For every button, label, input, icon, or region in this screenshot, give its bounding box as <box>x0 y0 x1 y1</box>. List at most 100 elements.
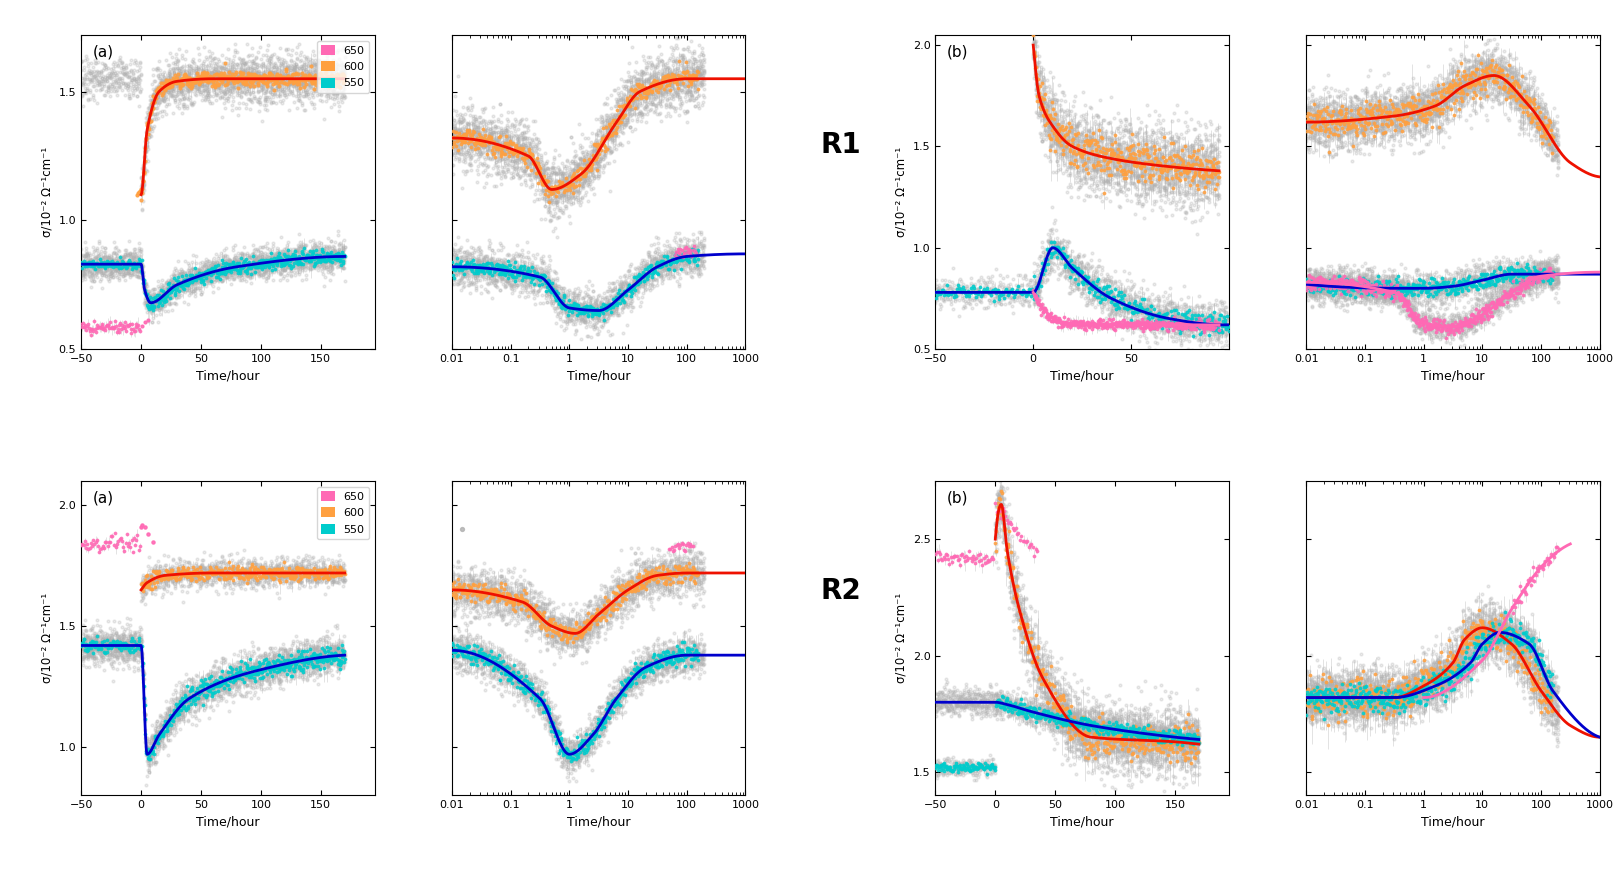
Point <box>594 297 620 311</box>
Point <box>1045 246 1071 260</box>
Point <box>1479 272 1505 286</box>
Point <box>622 83 648 97</box>
Point <box>980 763 1006 777</box>
Point <box>1483 263 1509 277</box>
Point <box>529 162 555 176</box>
Point <box>110 62 136 76</box>
Point <box>469 259 495 273</box>
Point <box>1480 299 1506 313</box>
Point <box>626 666 652 680</box>
Point <box>304 666 329 680</box>
Point <box>984 288 1010 302</box>
Point <box>610 109 636 123</box>
Point <box>1404 112 1430 126</box>
Point <box>1394 690 1420 704</box>
Point <box>502 576 527 590</box>
Point <box>1469 280 1495 294</box>
Point <box>651 252 677 266</box>
Point <box>1479 614 1505 628</box>
Point <box>984 487 1010 501</box>
Point <box>519 686 545 700</box>
Point <box>1071 716 1097 730</box>
Point <box>196 254 222 268</box>
Point <box>140 564 166 578</box>
Point <box>1498 631 1524 645</box>
Point <box>1083 170 1109 184</box>
Point <box>1378 296 1404 310</box>
Point <box>1516 266 1542 280</box>
Point <box>1496 619 1522 633</box>
Point <box>1407 681 1433 695</box>
Point <box>1505 262 1530 276</box>
Point <box>1199 316 1225 330</box>
Point <box>1480 616 1506 630</box>
Point <box>179 717 204 731</box>
Point <box>664 653 690 667</box>
Point <box>122 639 148 653</box>
Point <box>591 601 617 615</box>
Point <box>664 61 690 75</box>
Point <box>1087 729 1113 743</box>
Point <box>1493 57 1519 71</box>
Point <box>172 558 198 572</box>
Point <box>1151 308 1177 322</box>
Point <box>552 622 578 636</box>
Point <box>1139 152 1165 166</box>
Point <box>573 166 599 180</box>
Point <box>1027 127 1053 141</box>
Point <box>1397 98 1423 112</box>
Point <box>472 677 498 691</box>
Point <box>1058 190 1084 204</box>
Point <box>1332 121 1358 135</box>
Point <box>1305 93 1331 107</box>
Point <box>167 698 193 712</box>
Point <box>513 149 539 163</box>
Point <box>1071 286 1097 300</box>
Point <box>122 642 148 656</box>
Point <box>1518 264 1543 278</box>
Point <box>503 261 529 275</box>
Point <box>508 662 534 676</box>
Point <box>213 557 239 571</box>
Point <box>1433 690 1459 704</box>
Point <box>1410 317 1436 331</box>
Point <box>1352 122 1378 136</box>
Point <box>534 611 560 625</box>
Point <box>1331 270 1357 284</box>
Point <box>557 188 583 202</box>
Point <box>1339 154 1365 168</box>
Point <box>524 590 550 604</box>
Point <box>492 657 518 671</box>
Point <box>1539 119 1565 133</box>
Point <box>644 574 670 588</box>
Point <box>594 594 620 608</box>
Point <box>537 715 563 729</box>
Point <box>1438 282 1464 296</box>
Point <box>1466 309 1492 323</box>
Point <box>128 656 154 669</box>
Point <box>675 253 701 267</box>
Point <box>1107 159 1133 173</box>
Point <box>169 80 195 94</box>
Point <box>1052 145 1078 159</box>
Point <box>297 572 323 586</box>
Point <box>537 253 563 267</box>
Point <box>1341 275 1367 289</box>
Point <box>1396 95 1422 109</box>
Point <box>1470 633 1496 647</box>
Point <box>1414 689 1440 703</box>
Point <box>219 662 245 676</box>
Point <box>1076 180 1102 194</box>
Point <box>1164 163 1190 177</box>
Point <box>141 299 167 313</box>
Point <box>972 695 998 709</box>
Point <box>1467 315 1493 329</box>
Point <box>1399 118 1425 132</box>
Point <box>1380 291 1406 305</box>
Point <box>480 129 506 143</box>
Point <box>987 695 1013 709</box>
Point <box>261 648 287 662</box>
Point <box>1543 267 1569 281</box>
Point <box>471 591 497 605</box>
Point <box>652 654 678 668</box>
